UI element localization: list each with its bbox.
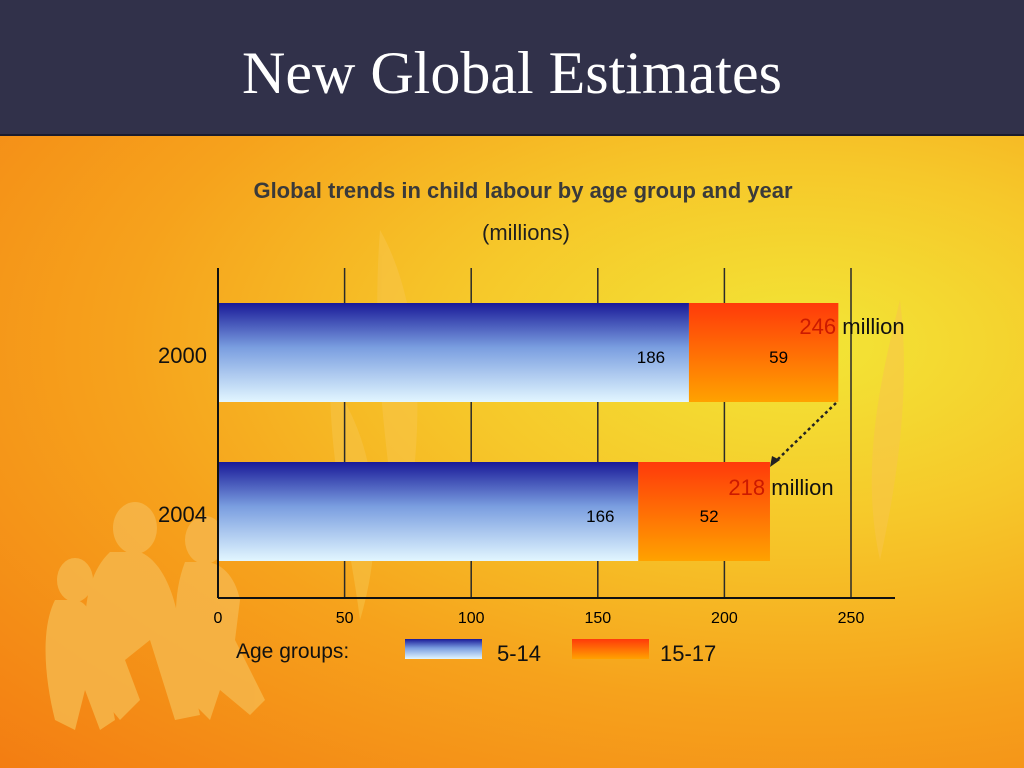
legend-swatch-series-15-17 (572, 639, 649, 659)
total-label-2004: 218 million (728, 475, 833, 500)
arrow-head-icon (770, 456, 780, 467)
bar-2004-series-15-17 (638, 462, 770, 561)
value-label-2004-series-15-17: 52 (700, 507, 719, 526)
value-label-2000-series-5-14: 186 (637, 348, 665, 367)
x-tick-label-0: 0 (214, 610, 223, 627)
legend-swatch-series-5-14 (405, 639, 482, 659)
legend-label-series-15-17: 15-17 (660, 641, 716, 666)
total-unit-2004: million (765, 475, 833, 500)
x-tick-label-200: 200 (711, 610, 738, 627)
slide-title: New Global Estimates (242, 40, 782, 106)
value-label-2004-series-5-14: 166 (586, 507, 614, 526)
x-tick-label-50: 50 (336, 610, 354, 627)
legend-label-series-5-14: 5-14 (497, 641, 541, 666)
slide-header: New Global Estimates (0, 0, 1024, 136)
category-label-2004: 2004 (158, 502, 207, 527)
x-tick-label-150: 150 (584, 610, 611, 627)
bar-2000-series-5-14 (218, 303, 689, 402)
total-unit-2000: million (836, 314, 904, 339)
x-tick-label-100: 100 (458, 610, 485, 627)
bar-2000-series-15-17 (688, 303, 839, 402)
value-label-2000-series-15-17: 59 (769, 348, 788, 367)
bar-2004-series-5-14 (218, 462, 639, 561)
total-value-2004: 218 (728, 475, 765, 500)
total-label-2000: 246 million (799, 314, 904, 339)
legend-title: Age groups: (236, 640, 349, 663)
x-tick-label-250: 250 (838, 610, 865, 627)
category-label-2000: 2000 (158, 343, 207, 368)
chart-title: Global trends in child labour by age gro… (253, 178, 793, 203)
dotted-arrow-line (774, 402, 837, 463)
total-value-2000: 246 (799, 314, 836, 339)
chart-subtitle: (millions) (482, 220, 570, 245)
